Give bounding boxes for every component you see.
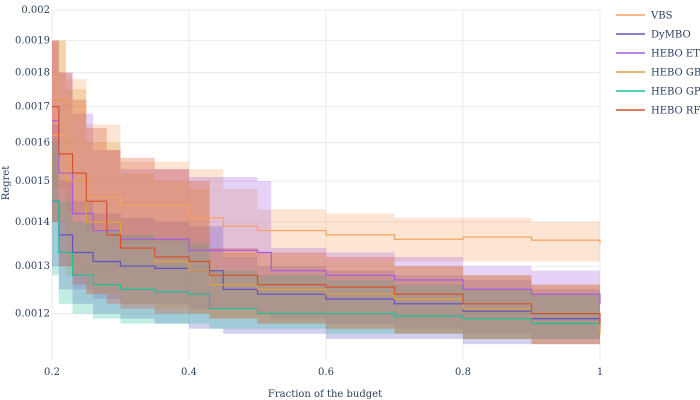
y-tick-label: 0.0017 [15, 102, 50, 113]
y-tick-label: 0.0019 [15, 35, 50, 46]
x-tick-label: 0.6 [318, 367, 334, 378]
line-hebo-rf [52, 106, 601, 324]
x-tick-label: 0.2 [44, 367, 60, 378]
x-axis-title: Fraction of the budget [268, 389, 382, 400]
y-tick-labels: 0.0012 0.0013 0.0014 0.0015 0.0016 0.0017 0.00… [15, 5, 50, 320]
legend: VBS DyMBO HEBO ET HEBO GB HEBO GP HEBO RF [616, 11, 700, 117]
x-tick-label: 1 [597, 367, 603, 378]
y-axis-title: Regret [1, 166, 12, 201]
y-tick-label: 0.002 [21, 5, 50, 16]
line-hebo-gp [52, 200, 600, 325]
y-tick-label: 0.0016 [15, 138, 50, 149]
legend-label: VBS [650, 11, 673, 22]
legend-label: DyMBO [651, 30, 691, 41]
series-lines [52, 99, 601, 334]
y-tick-label: 0.0013 [15, 261, 50, 272]
x-tick-label: 0.4 [181, 367, 197, 378]
line-hebo-gb [52, 99, 601, 334]
y-tick-label: 0.0015 [15, 176, 50, 187]
y-tick-label: 0.0012 [15, 309, 50, 320]
legend-label: HEBO GP [651, 87, 700, 98]
band-hebo-gb [52, 40, 600, 350]
band-hebo-rf [52, 40, 600, 350]
legend-label: HEBO ET [651, 49, 700, 60]
y-tick-label: 0.0018 [15, 68, 50, 79]
line-hebo-et [52, 120, 601, 304]
legend-label: HEBO GB [651, 68, 700, 79]
legend-label: HEBO RF [651, 106, 700, 117]
y-tick-label: 0.0014 [15, 217, 50, 228]
x-tick-labels: 0.2 0.4 0.6 0.8 1 [44, 367, 603, 378]
x-tick-label: 0.8 [455, 367, 471, 378]
